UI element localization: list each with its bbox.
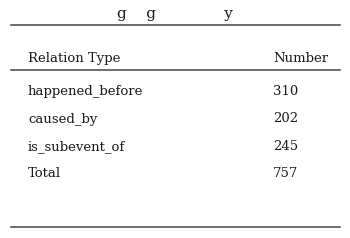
Text: 202: 202	[273, 113, 298, 125]
Text: 757: 757	[273, 167, 298, 180]
Text: happened_before: happened_before	[28, 85, 144, 98]
Text: Relation Type: Relation Type	[28, 52, 120, 65]
Text: 245: 245	[273, 140, 298, 153]
Text: Number: Number	[273, 52, 328, 65]
Text: is_subevent_of: is_subevent_of	[28, 140, 125, 153]
Text: caused_by: caused_by	[28, 113, 97, 125]
Text: g    g              y: g g y	[117, 7, 233, 21]
Text: Total: Total	[28, 167, 61, 180]
Text: 310: 310	[273, 85, 298, 98]
